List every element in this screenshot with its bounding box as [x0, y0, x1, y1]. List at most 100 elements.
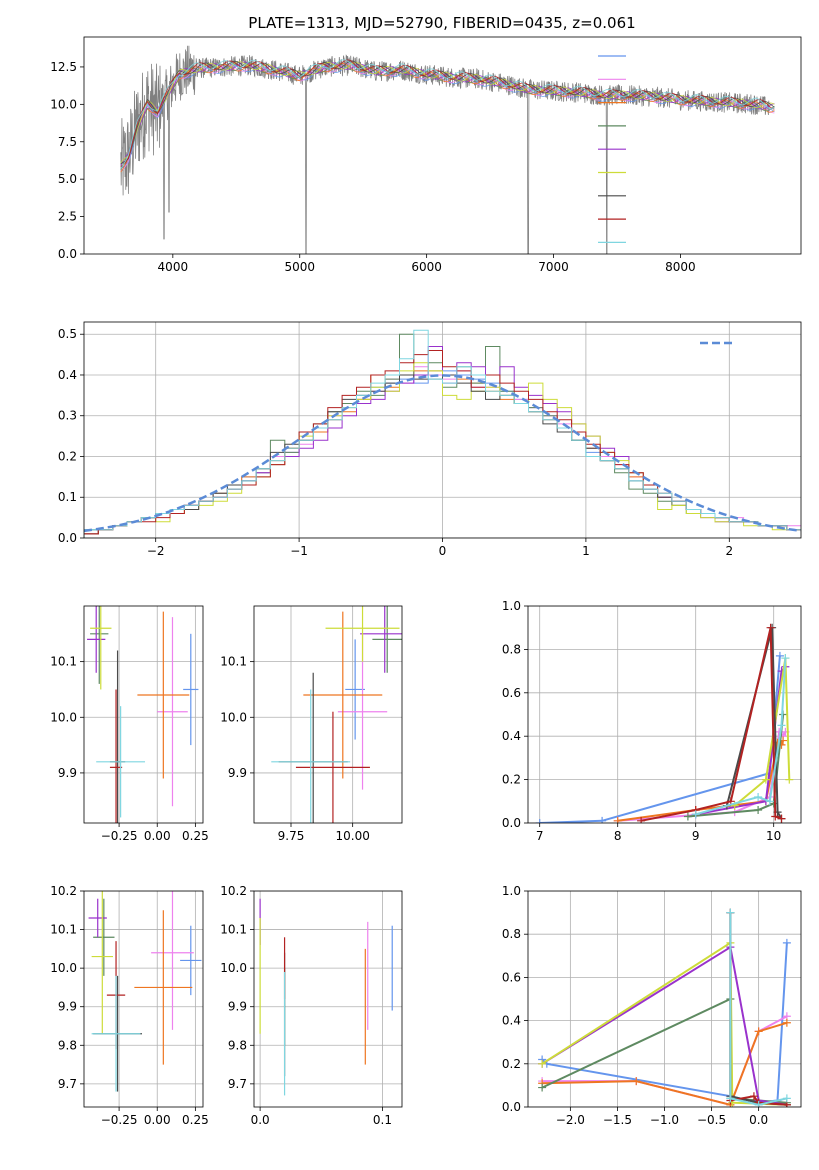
weight-marker [754, 792, 763, 801]
axes-frame [527, 890, 802, 1108]
axes-frame [253, 605, 403, 824]
y-tick-label: 5.0 [58, 172, 77, 186]
x-tick-label: 7 [536, 829, 544, 843]
x-tick-label: 6000 [411, 260, 442, 274]
y-tick-label: 9.7 [58, 1077, 77, 1091]
weight-marker [782, 1094, 791, 1103]
plot-area [120, 45, 775, 254]
weight-marker [726, 908, 735, 917]
x-tick-label: 0.00 [144, 1113, 171, 1127]
axes-frame [83, 36, 802, 255]
weight-marker [766, 623, 775, 632]
panel-mass-vs-Z: −0.25 0.00 0.25 9.7 9.8 9.9 10.0 10.1 10.2 [50, 884, 208, 1127]
weight-line [687, 714, 785, 818]
x-tick-label: 7000 [538, 260, 569, 274]
plot-area [84, 322, 801, 538]
weight-marker [754, 805, 763, 814]
weight-marker [782, 938, 791, 947]
y-tick-label: 10.0 [220, 961, 247, 975]
panel-residuals: −2 −1 0 1 2 0.0 0.1 0.2 0.3 0.4 0.5 [58, 321, 802, 558]
y-tick-label: 10.1 [220, 655, 247, 669]
y-tick-label: 9.8 [228, 1038, 247, 1052]
weight-marker [613, 816, 622, 823]
x-tick-label: 8 [614, 829, 622, 843]
model-line [120, 60, 775, 165]
panel-spectrum: 4000 5000 6000 7000 8000 0.0 2.5 5.0 7.5 10.0 12.5 [50, 36, 802, 274]
y-tick-label: 0.0 [58, 247, 77, 261]
y-tick-label: 0.4 [502, 1014, 521, 1028]
weight-marker [777, 721, 786, 730]
y-tick-label: 0.6 [502, 970, 521, 984]
x-tick-label: 4000 [158, 260, 189, 274]
y-tick-label: 0.1 [58, 490, 77, 504]
y-tick-label: 10.1 [50, 923, 77, 937]
weight-marker [535, 819, 544, 823]
weight-marker [683, 812, 692, 821]
x-tick-label: −2 [147, 544, 165, 558]
axes-frame [253, 890, 403, 1108]
x-tick-label: 1 [582, 544, 590, 558]
panel-mass-vs-ebv: 0.0 0.1 9.7 9.8 9.9 10.0 10.1 10.2 [220, 884, 403, 1127]
y-tick-label: 0.0 [58, 531, 77, 545]
weight-marker [782, 1018, 791, 1027]
weight-marker [777, 814, 786, 823]
x-tick-label: 9 [692, 829, 700, 843]
plot-area [84, 891, 203, 1107]
weight-marker [754, 1100, 763, 1107]
weight-marker [632, 1077, 641, 1086]
weight-marker [765, 797, 774, 806]
weight-marker [691, 810, 700, 819]
y-tick-label: 0.4 [502, 729, 521, 743]
y-tick-label: 10.1 [50, 655, 77, 669]
weight-marker [726, 1094, 735, 1103]
x-tick-label: 2 [725, 544, 733, 558]
weight-marker [781, 654, 790, 663]
panel-age-vs-mass: 9.75 10.00 9.9 10.0 10.1 [220, 605, 403, 843]
x-tick-label: 9.75 [278, 829, 305, 843]
y-tick-label: 1.0 [502, 884, 521, 898]
y-tick-label: 10.0 [50, 97, 77, 111]
axes-frame [83, 605, 204, 824]
y-tick-label: 9.7 [228, 1077, 247, 1091]
y-tick-label: 0.3 [58, 409, 77, 423]
y-tick-label: 0.5 [58, 327, 77, 341]
weight-marker [771, 812, 780, 821]
x-tick-label: −0.5 [697, 1113, 726, 1127]
plot-area [528, 606, 801, 823]
y-tick-label: 0.8 [502, 927, 521, 941]
y-tick-label: 0.2 [58, 449, 77, 463]
y-tick-label: 10.0 [50, 961, 77, 975]
x-tick-label: 10 [766, 829, 781, 843]
x-tick-label: −1.5 [603, 1113, 632, 1127]
y-tick-label: 9.9 [228, 766, 247, 780]
y-tick-label: 9.9 [58, 766, 77, 780]
x-tick-label: 0 [439, 544, 447, 558]
y-tick-label: 1.0 [502, 599, 521, 613]
x-tick-label: 5000 [284, 260, 315, 274]
x-tick-label: 8000 [665, 260, 696, 274]
y-tick-label: 0.2 [502, 1057, 521, 1071]
weight-marker [637, 816, 646, 823]
y-tick-label: 9.9 [58, 1000, 77, 1014]
plot-area [254, 891, 402, 1107]
x-tick-label: −0.25 [101, 829, 138, 843]
y-tick-label: 0.8 [502, 642, 521, 656]
weight-marker [754, 1027, 763, 1036]
x-tick-label: −2.0 [556, 1113, 585, 1127]
panel-weight-vs-Z: −2.0 −1.5 −1.0 −0.5 0.0 0.0 0.2 0.4 0.6 0.8 1.0 [502, 884, 802, 1127]
y-tick-label: 0.2 [502, 773, 521, 787]
plot-area [84, 606, 203, 823]
y-tick-label: 10.0 [220, 710, 247, 724]
x-tick-label: 0.25 [182, 829, 209, 843]
model-line [120, 63, 775, 169]
plot-area [528, 891, 801, 1107]
panel-weight-vs-age: 7 8 9 10 0.0 0.2 0.4 0.6 0.8 1.0 [502, 599, 802, 843]
y-tick-label: 0.0 [502, 816, 521, 830]
y-tick-label: 10.1 [220, 923, 247, 937]
x-tick-label: 0.0 [749, 1113, 768, 1127]
plot-area [254, 606, 402, 823]
weight-line [541, 945, 788, 1106]
x-tick-label: −1 [290, 544, 308, 558]
x-tick-label: 10.00 [335, 829, 369, 843]
